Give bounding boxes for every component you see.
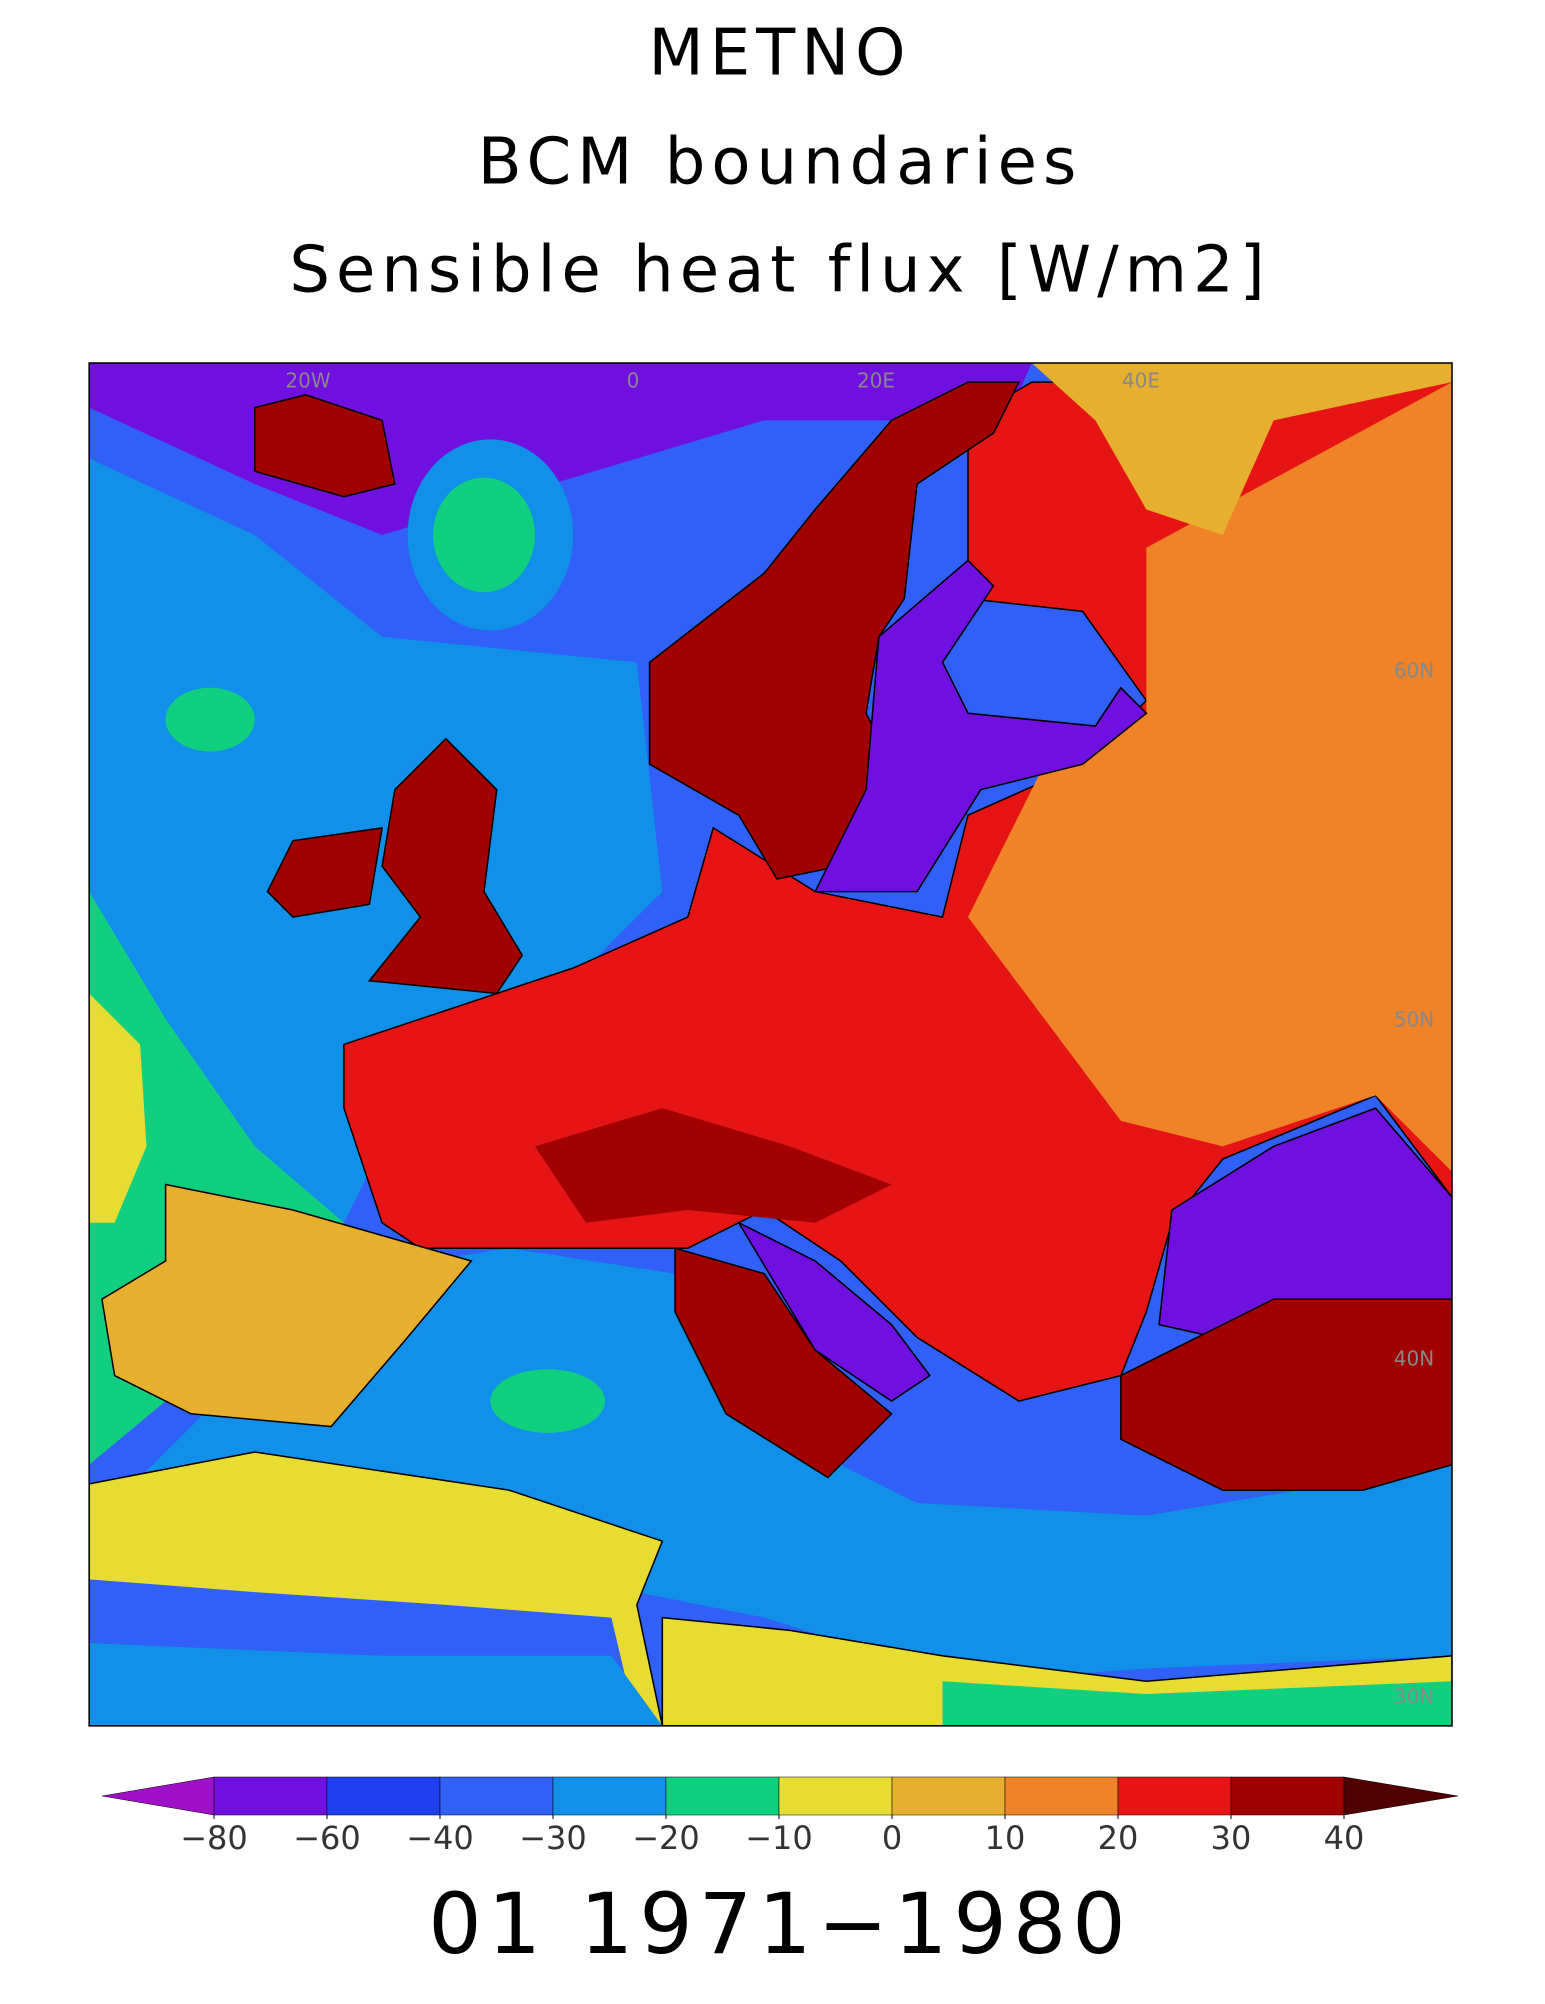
colorbar-segment xyxy=(439,1776,554,1816)
colorbar-tick-label: −20 xyxy=(632,1819,700,1857)
colorbar-tick-label: −40 xyxy=(406,1819,474,1857)
colorbar-segment xyxy=(665,1776,780,1816)
lat-label: 50N xyxy=(1394,1008,1434,1032)
lon-label: 20E xyxy=(857,369,895,393)
title-line: BCM boundaries xyxy=(478,126,1083,200)
colorbar-tick-label: 0 xyxy=(882,1819,902,1857)
footer: 01 1971−1980 xyxy=(428,1875,1132,1973)
colorbar-tick-label: 10 xyxy=(985,1819,1026,1857)
colorbar-segment xyxy=(891,1776,1006,1816)
map xyxy=(88,362,1453,1727)
colorbar-tick-label: −30 xyxy=(519,1819,587,1857)
title-line: Sensible heat flux [W/m2] xyxy=(289,234,1270,308)
colorbar-arrow xyxy=(1343,1776,1459,1816)
colorbar-tick-label: 40 xyxy=(1324,1819,1365,1857)
colorbar-tick-label: −80 xyxy=(180,1819,248,1857)
lat-label: 60N xyxy=(1394,659,1434,683)
colorbar-tick-label: 30 xyxy=(1211,1819,1252,1857)
colorbar-arrow xyxy=(101,1776,215,1816)
lon-label: 0 xyxy=(627,369,640,393)
colorbar-segment xyxy=(552,1776,667,1816)
colorbar-tick-label: −10 xyxy=(745,1819,813,1857)
colorbar: −80 −60 −40 −30 −20 −10 0 10 20 30 40 xyxy=(101,1776,1459,1857)
colorbar-tick-label: −60 xyxy=(293,1819,361,1857)
map-frame xyxy=(88,362,1453,1727)
colorbar-tick-label: 20 xyxy=(1098,1819,1139,1857)
lon-label: 40E xyxy=(1122,369,1160,393)
colorbar-segment xyxy=(326,1776,441,1816)
lat-label: 30N xyxy=(1394,1685,1434,1709)
colorbar-segment xyxy=(1117,1776,1232,1816)
lat-label: 40N xyxy=(1394,1347,1434,1371)
colorbar-segment xyxy=(1230,1776,1345,1816)
colorbar-segment xyxy=(778,1776,893,1816)
colorbar-segment xyxy=(213,1776,328,1816)
lon-label: 20W xyxy=(285,369,330,393)
colorbar-segment xyxy=(1004,1776,1119,1816)
title-line: METNO xyxy=(649,17,912,91)
